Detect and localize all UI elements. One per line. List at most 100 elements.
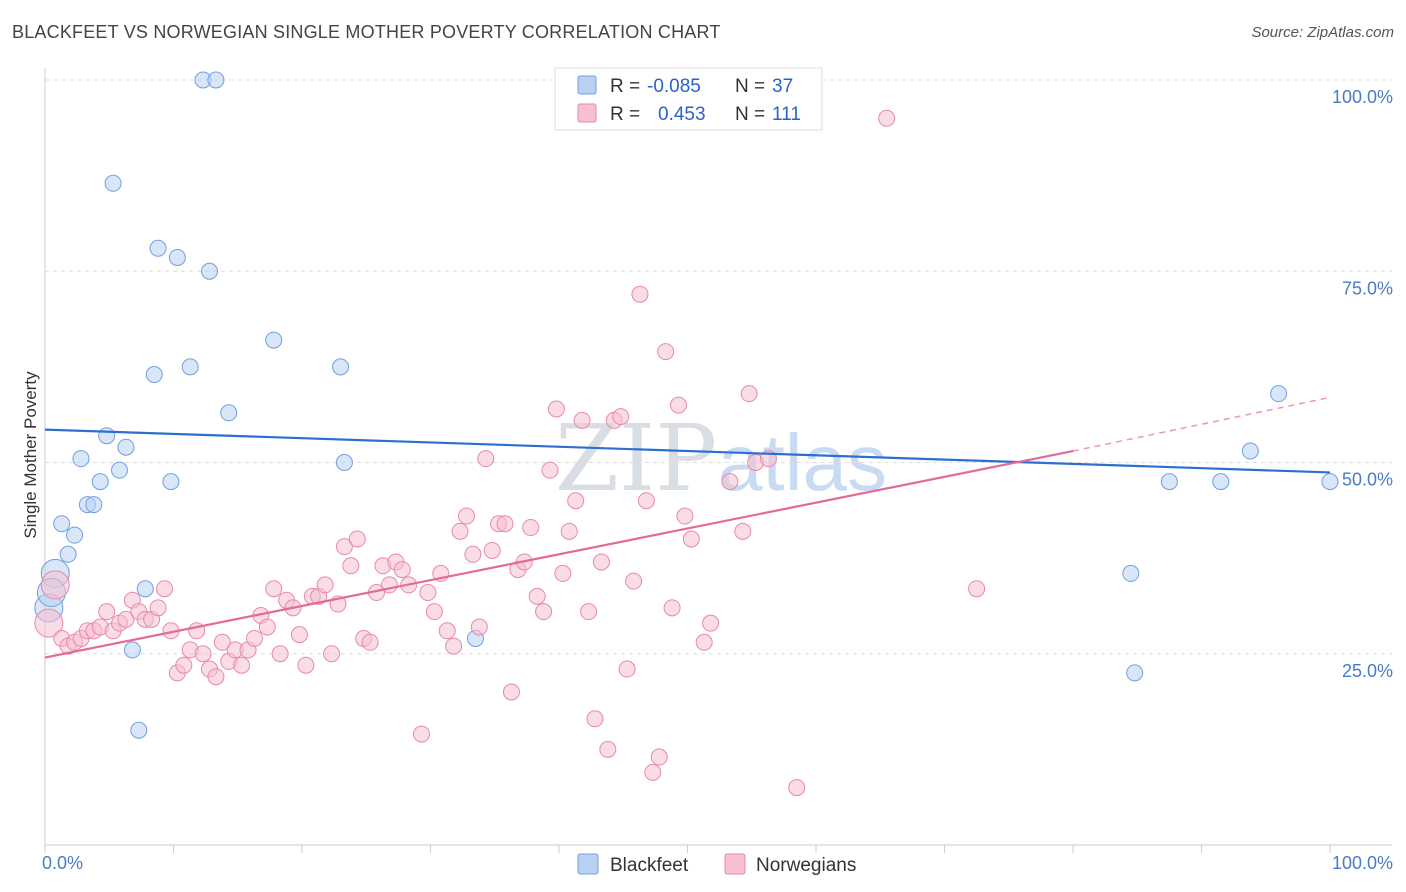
- point-norwegians-107: [878, 109, 896, 127]
- point-blackfeet-17: [149, 239, 167, 257]
- point-norwegians-98: [676, 507, 694, 525]
- trend-line-extension-norwegians: [1072, 396, 1331, 452]
- point-norwegians-75: [528, 587, 546, 605]
- point-norwegians-101: [702, 614, 720, 632]
- point-norwegians-86: [599, 740, 617, 758]
- point-blackfeet-19: [168, 248, 186, 266]
- x-tick-label-max: 100.0%: [1332, 853, 1393, 873]
- point-norwegians-85: [592, 553, 610, 571]
- point-blackfeet-18: [162, 473, 180, 491]
- point-norwegians-90: [625, 572, 643, 590]
- source-label: Source: ZipAtlas.com: [1251, 24, 1394, 41]
- point-norwegians-9: [98, 603, 116, 621]
- point-norwegians-77: [541, 461, 559, 479]
- point-norwegians-96: [663, 599, 681, 617]
- legend-r-label-norwegians: R =: [610, 104, 640, 125]
- point-blackfeet-34: [1321, 473, 1339, 491]
- y-axis-label: Single Mother Poverty: [21, 371, 40, 539]
- legend-swatch-blackfeet: [577, 75, 597, 95]
- axes: [44, 68, 1392, 853]
- point-norwegians-43: [316, 576, 334, 594]
- x-tick-label-min: 0.0%: [42, 853, 83, 873]
- chart-title: BLACKFEET VS NORWEGIAN SINGLE MOTHER POV…: [12, 22, 721, 42]
- point-blackfeet-32: [1241, 442, 1259, 460]
- point-norwegians-106: [788, 779, 806, 797]
- point-norwegians-108: [968, 580, 986, 598]
- point-blackfeet-11: [111, 461, 129, 479]
- point-norwegians-95: [657, 343, 675, 361]
- grid-lines: [45, 79, 1392, 655]
- y-tick-label-1: 50.0%: [1342, 470, 1393, 490]
- point-norwegians-70: [496, 515, 514, 533]
- point-blackfeet-14: [130, 721, 148, 739]
- point-norwegians-64: [457, 507, 475, 525]
- point-norwegians-34: [258, 618, 276, 636]
- point-norwegians-59: [425, 603, 443, 621]
- point-norwegians-21: [175, 656, 193, 674]
- point-norwegians-88: [612, 408, 630, 426]
- point-norwegians-44: [323, 645, 341, 663]
- point-blackfeet-9: [98, 427, 116, 445]
- point-blackfeet-15: [136, 580, 154, 598]
- point-blackfeet-13: [123, 641, 141, 659]
- point-blackfeet-30: [1122, 564, 1140, 582]
- point-norwegians-78: [547, 400, 565, 418]
- point-blackfeet-4: [66, 526, 84, 544]
- point-blackfeet-22: [200, 262, 218, 280]
- point-blackfeet-5: [72, 450, 90, 468]
- point-blackfeet-10: [104, 174, 122, 192]
- point-norwegians-100: [695, 633, 713, 651]
- point-norwegians-81: [567, 492, 585, 510]
- point-norwegians-0: [34, 608, 64, 638]
- point-norwegians-50: [361, 633, 379, 651]
- point-norwegians-46: [335, 538, 353, 556]
- point-norwegians-58: [419, 584, 437, 602]
- point-norwegians-61: [438, 622, 456, 640]
- point-norwegians-39: [290, 626, 308, 644]
- point-blackfeet-16: [145, 366, 163, 384]
- point-norwegians-66: [470, 618, 488, 636]
- point-norwegians-26: [207, 668, 225, 686]
- y-tick-label-2: 75.0%: [1342, 278, 1393, 298]
- point-norwegians-83: [580, 603, 598, 621]
- correlation-legend: R = -0.085 N = 37 R = 0.453 N = 111: [554, 67, 823, 131]
- point-norwegians-1: [40, 570, 70, 600]
- point-norwegians-103: [734, 522, 752, 540]
- point-norwegians-32: [245, 629, 263, 647]
- point-norwegians-102: [721, 473, 739, 491]
- legend-swatch-norwegians: [577, 103, 597, 123]
- legend-n-label-norwegians: N =: [735, 104, 765, 125]
- point-norwegians-18: [156, 580, 174, 598]
- point-blackfeet-29: [1160, 473, 1178, 491]
- point-norwegians-57: [413, 725, 431, 743]
- point-norwegians-74: [522, 519, 540, 537]
- point-blackfeet-23: [207, 71, 225, 89]
- legend-n-label-blackfeet: N =: [735, 76, 765, 97]
- point-blackfeet-2: [53, 515, 71, 533]
- point-blackfeet-3: [59, 545, 77, 563]
- point-norwegians-80: [560, 522, 578, 540]
- point-norwegians-62: [445, 637, 463, 655]
- point-blackfeet-35: [1126, 664, 1144, 682]
- legend-box: [554, 67, 823, 131]
- legend-n-value-blackfeet: 37: [772, 76, 793, 97]
- point-norwegians-99: [682, 530, 700, 548]
- point-norwegians-97: [670, 396, 688, 414]
- data-points: [34, 71, 1339, 797]
- point-blackfeet-26: [332, 358, 350, 376]
- point-norwegians-76: [535, 603, 553, 621]
- point-norwegians-67: [477, 450, 495, 468]
- point-norwegians-68: [483, 541, 501, 559]
- legend-n-value-norwegians: 111: [772, 104, 801, 125]
- watermark-atlas: atlas: [718, 418, 887, 507]
- point-norwegians-35: [265, 580, 283, 598]
- y-tick-label-3: 100.0%: [1332, 87, 1393, 107]
- point-norwegians-94: [650, 748, 668, 766]
- point-norwegians-40: [297, 656, 315, 674]
- point-norwegians-71: [502, 683, 520, 701]
- point-norwegians-65: [464, 545, 482, 563]
- point-norwegians-93: [644, 763, 662, 781]
- point-blackfeet-24: [220, 404, 238, 422]
- point-blackfeet-7: [85, 496, 103, 514]
